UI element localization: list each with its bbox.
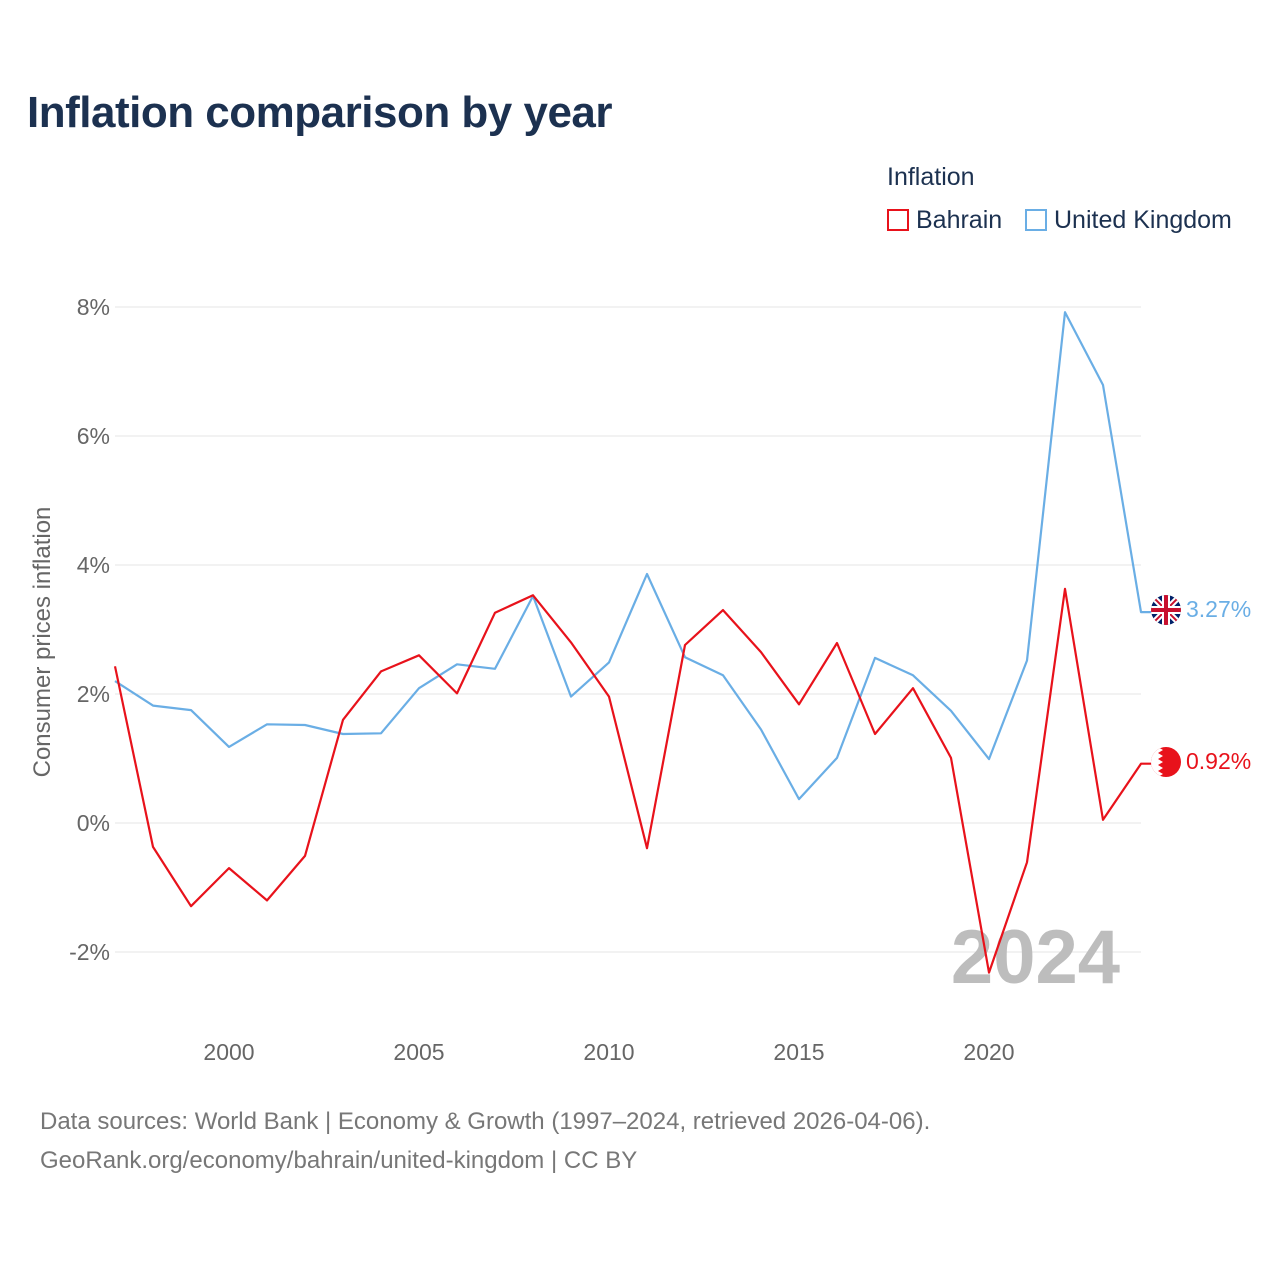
- legend-item-united-kingdom[interactable]: United Kingdom: [1025, 205, 1232, 235]
- y-tick-label: -2%: [69, 939, 110, 965]
- x-tick-label: 2005: [393, 1039, 444, 1065]
- x-tick-label: 2020: [963, 1039, 1014, 1065]
- united-kingdom-flag-icon: [1151, 595, 1181, 625]
- x-tick-label: 2010: [583, 1039, 634, 1065]
- y-tick-label: 2%: [77, 681, 110, 707]
- legend-swatch-united-kingdom: [1025, 209, 1047, 231]
- footer-link: GeoRank.org/economy/bahrain/united-kingd…: [40, 1147, 638, 1174]
- x-tick-label: 2015: [773, 1039, 824, 1065]
- x-tick-label: 2000: [203, 1039, 254, 1065]
- legend-item-bahrain[interactable]: Bahrain: [887, 205, 1002, 235]
- series-line-bahrain[interactable]: [113, 587, 1151, 974]
- footer-sources: Data sources: World Bank | Economy & Gro…: [40, 1108, 931, 1135]
- y-tick-label: 6%: [77, 423, 110, 449]
- series-line-united-kingdom[interactable]: [114, 311, 1151, 801]
- legend-title: Inflation: [887, 163, 975, 191]
- end-value-label-united-kingdom: 3.27%: [1186, 596, 1251, 622]
- chart-title: Inflation comparison by year: [27, 88, 613, 137]
- end-value-label-bahrain: 0.92%: [1186, 748, 1251, 774]
- y-tick-label: 0%: [77, 810, 110, 836]
- y-tick-label: 4%: [77, 552, 110, 578]
- y-tick-label: 8%: [77, 294, 110, 320]
- y-axis-label: Consumer prices inflation: [29, 507, 56, 778]
- legend-label-bahrain: Bahrain: [916, 205, 1003, 234]
- year-watermark: 2024: [951, 915, 1120, 1000]
- bahrain-flag-icon: [1151, 747, 1181, 777]
- legend-swatch-bahrain: [887, 209, 909, 231]
- legend-label-united-kingdom: United Kingdom: [1054, 205, 1232, 234]
